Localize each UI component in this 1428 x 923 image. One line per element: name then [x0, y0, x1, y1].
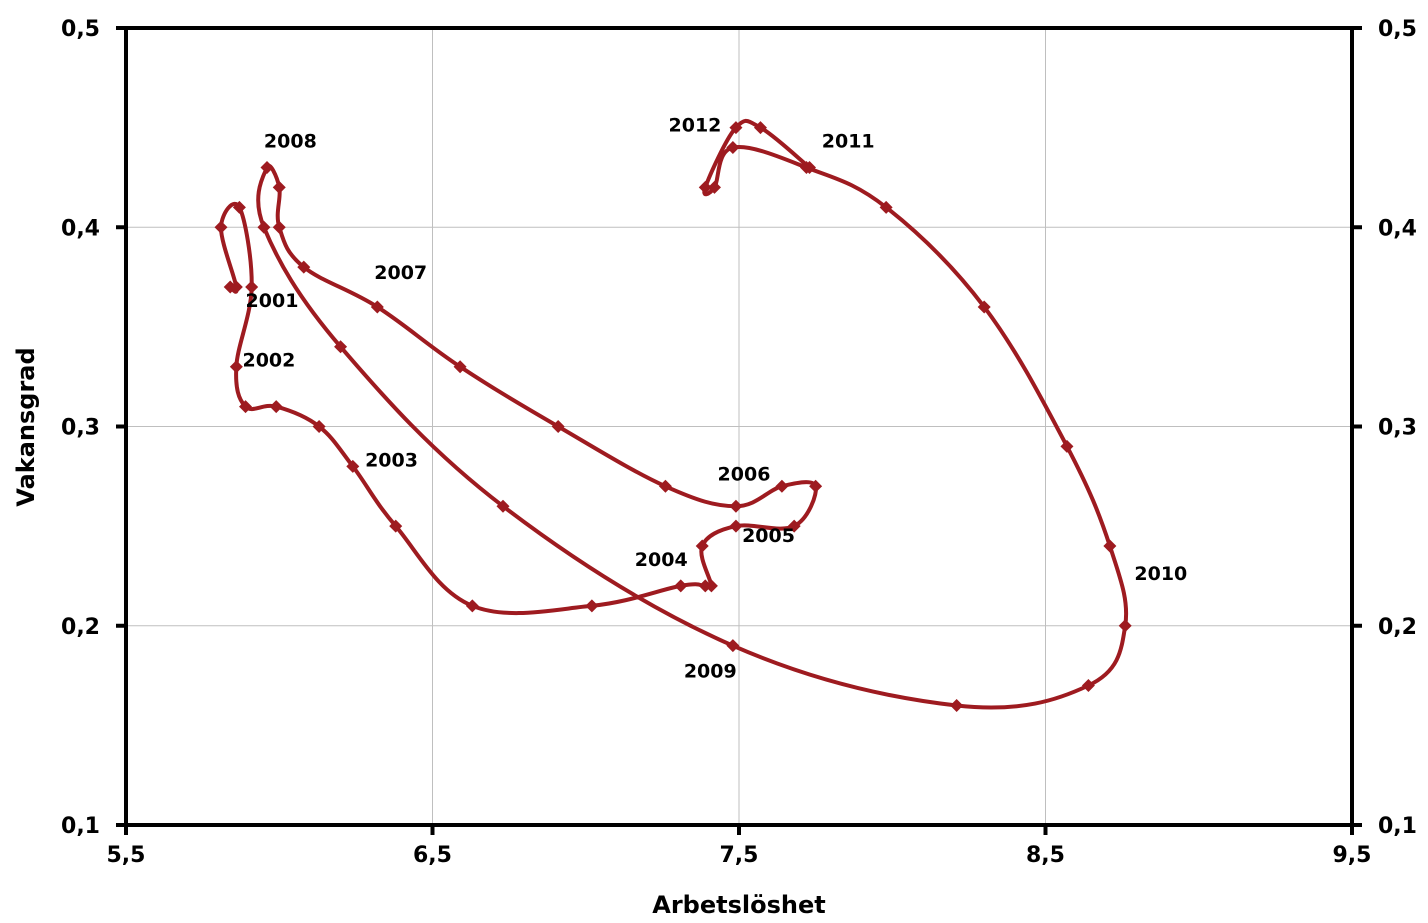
- data-point-marker: [726, 141, 740, 155]
- data-point-marker: [787, 519, 801, 533]
- data-point-marker: [977, 300, 991, 314]
- series-group: [214, 118, 1132, 712]
- data-point-marker: [239, 400, 253, 414]
- data-point-marker: [753, 121, 767, 135]
- data-point-marker: [272, 220, 286, 234]
- data-point-marker: [950, 698, 964, 712]
- y-tick-label-left: 0,4: [61, 216, 100, 241]
- data-point-marker: [453, 360, 467, 374]
- x-tick-label: 5,5: [107, 843, 146, 868]
- data-point-marker: [695, 539, 709, 553]
- data-point-marker: [551, 420, 565, 433]
- y-tick-label-right: 0,3: [1378, 416, 1417, 441]
- data-point-marker: [269, 400, 283, 414]
- data-point-marker: [809, 479, 823, 493]
- x-tick-label: 6,5: [413, 843, 452, 868]
- x-tick-label: 7,5: [720, 843, 759, 868]
- year-label: 2004: [635, 549, 688, 571]
- data-point-marker: [257, 220, 271, 234]
- data-point-marker: [879, 200, 893, 214]
- data-point-marker: [229, 360, 243, 374]
- data-point-marker: [312, 420, 326, 433]
- data-point-marker: [272, 180, 286, 194]
- y-tick-label-right: 0,1: [1378, 814, 1417, 839]
- y-tick-label-right: 0,5: [1378, 17, 1417, 42]
- data-point-marker: [1103, 539, 1117, 553]
- data-point-marker: [707, 180, 721, 194]
- year-label: 2010: [1134, 563, 1187, 585]
- series-line: [218, 118, 1129, 710]
- y-tick-labels-left: 0,1 0,2 0,3 0,4 0,5: [61, 17, 100, 839]
- plot-frame: [124, 26, 1354, 827]
- data-point-marker: [775, 479, 789, 493]
- data-point-marker: [1118, 619, 1132, 633]
- data-point-marker: [698, 180, 712, 194]
- data-point-marker: [674, 579, 688, 593]
- data-point-marker: [729, 121, 743, 135]
- y-tick-labels-right: 0,1 0,2 0,3 0,4 0,5: [1378, 17, 1417, 839]
- year-label: 2005: [742, 525, 795, 547]
- data-point-marker: [245, 280, 259, 294]
- data-point-marker: [729, 519, 743, 533]
- data-point-marker: [704, 579, 718, 593]
- data-point-marker: [726, 639, 740, 653]
- x-tick-label: 8,5: [1026, 843, 1065, 868]
- year-label: 2006: [718, 463, 771, 485]
- x-tick-labels: 5,5 6,5 7,5 8,5 9,5: [107, 843, 1372, 868]
- year-label: 2012: [669, 115, 722, 137]
- data-point-marker: [370, 300, 384, 314]
- data-point-marker: [729, 499, 743, 513]
- x-tick-label: 9,5: [1333, 843, 1372, 868]
- year-label: 2007: [374, 262, 427, 284]
- data-point-marker: [802, 160, 816, 174]
- year-labels: 2001 2002 2003 2004 2005 2006 2007 2008 2009 2010…: [242, 115, 1187, 683]
- y-axis-title: Vakansgrad: [12, 347, 40, 506]
- data-point-marker: [346, 459, 360, 473]
- grid: [126, 28, 1352, 825]
- data-point-marker: [297, 260, 311, 274]
- y-tick-label-left: 0,3: [61, 416, 100, 441]
- data-point-marker: [1060, 439, 1074, 453]
- y-tick-label-right: 0,4: [1378, 216, 1417, 241]
- year-label: 2008: [264, 131, 317, 153]
- data-point-marker: [260, 160, 274, 174]
- data-point-marker: [585, 599, 599, 613]
- data-point-marker: [232, 200, 246, 214]
- data-point-marker: [229, 280, 243, 294]
- y-tick-label-right: 0,2: [1378, 615, 1417, 640]
- y-tick-label-left: 0,2: [61, 615, 100, 640]
- year-label: 2011: [822, 131, 875, 153]
- data-point-marker: [658, 479, 672, 493]
- year-label: 2003: [365, 449, 418, 471]
- y-tick-label-left: 0,5: [61, 17, 100, 42]
- year-label: 2001: [246, 290, 299, 312]
- data-point-marker: [389, 519, 403, 533]
- data-point-marker: [1081, 679, 1095, 693]
- year-label: 2009: [684, 661, 737, 683]
- data-point-marker: [334, 340, 348, 354]
- year-label: 2002: [242, 350, 295, 372]
- x-axis-title: Arbetslöshet: [652, 891, 825, 919]
- data-point-marker: [496, 499, 510, 513]
- data-point-marker: [465, 599, 479, 613]
- y-tick-label-left: 0,1: [61, 814, 100, 839]
- data-point-marker: [214, 220, 228, 234]
